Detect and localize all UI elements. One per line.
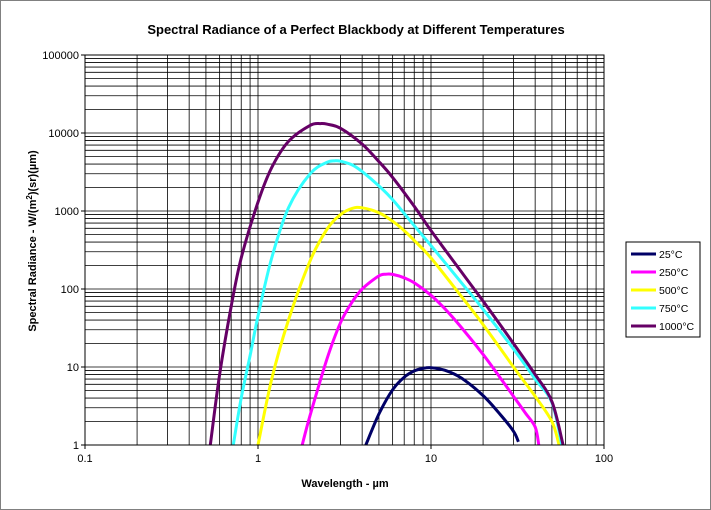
y-axis-title-superscript: 2 [25,195,34,200]
legend-label: 25°C [659,249,683,261]
y-tick-label: 1000 [55,206,79,218]
x-axis-title: Wavelength - µm [301,478,388,490]
series-line [231,159,564,446]
legend: 25°C 250°C 500°C 750°C 1000°C [625,241,701,338]
legend-label: 1000°C [659,321,695,333]
series-line [208,121,565,446]
x-tick-label: 100 [595,453,613,465]
x-tick-label: 1 [255,453,261,465]
y-axis-title-part2: )(sr)(µm) [27,150,39,195]
y-tick-label: 10 [67,362,79,374]
series-lines [208,121,565,446]
series-line [364,366,520,446]
y-tick-label: 100000 [42,50,79,62]
y-axis-title-part1: Spectral Radiance - W/(m [27,199,39,331]
grid [85,55,604,445]
y-tick-label: 1 [73,440,79,452]
x-tick-labels: 0.1 1 10 100 [77,445,613,465]
y-tick-label: 100 [61,284,79,296]
legend-label: 500°C [659,285,689,297]
series-line [300,272,541,446]
y-tick-labels: 1 10 100 1000 10000 100000 [42,50,85,452]
plot-area [84,54,605,446]
chart-title: Spectral Radiance of a Perfect Blackbody… [147,22,564,37]
y-tick-label: 10000 [48,128,79,140]
x-tick-label: 0.1 [77,453,92,465]
x-tick-label: 10 [425,453,437,465]
y-axis-title: Spectral Radiance - W/(m2)(sr)(µm) [25,150,39,332]
legend-label: 250°C [659,267,689,279]
plot-border [84,54,605,446]
series-line [256,205,561,446]
legend-label: 750°C [659,303,689,315]
